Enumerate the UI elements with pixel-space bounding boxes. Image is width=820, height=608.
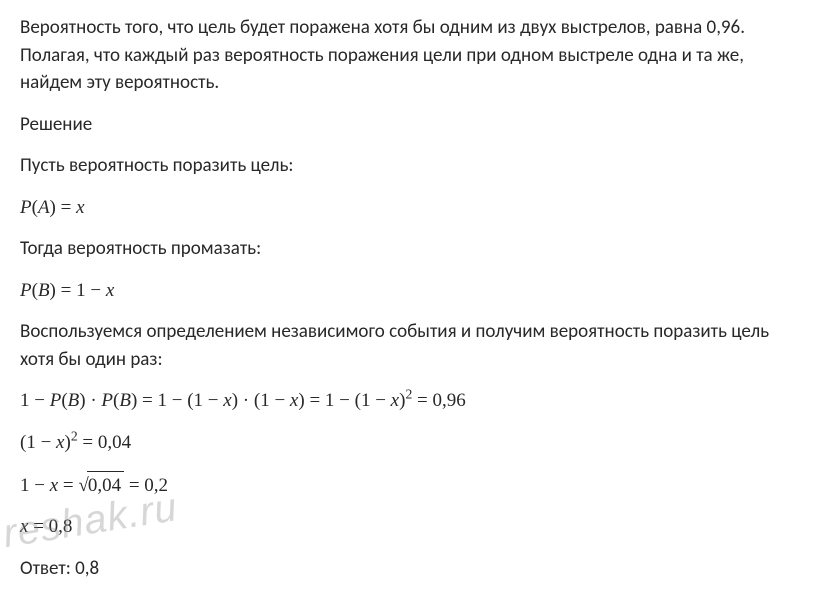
eq3-p3-pre: 1 − (1 −: [325, 390, 391, 411]
eq3-p1-arg2: B: [119, 390, 131, 411]
equation-4: (1 − x)2 = 0,04: [20, 429, 800, 457]
eq3-eq3: =: [412, 390, 432, 411]
answer-value: 0,8: [75, 557, 99, 580]
eq1-eq: =: [56, 197, 76, 218]
equation-6: x = 0,8: [20, 513, 800, 541]
eq5-x: x: [50, 475, 58, 496]
eq3-eq2: =: [305, 390, 325, 411]
eq3-p1-pre: 1 −: [20, 390, 50, 411]
eq3-p2-pre: 1 − (1 −: [158, 390, 224, 411]
answer-label: Ответ:: [20, 557, 75, 580]
eq1-arg: A: [38, 197, 50, 218]
eq2-func: P: [20, 280, 32, 301]
eq5-pre: 1 −: [20, 475, 50, 496]
solution-line-3: Воспользуемся определением независимого …: [20, 318, 800, 373]
eq3-p1-arg1: B: [68, 390, 80, 411]
equation-3: 1 − P(B) · P(B) = 1 − (1 − x) · (1 − x) …: [20, 387, 800, 415]
eq4-val: 0,04: [98, 432, 131, 453]
eq3-p1-P2: P: [101, 390, 113, 411]
eq1-func: P: [20, 197, 32, 218]
eq4-eq: =: [78, 432, 98, 453]
eq4-pre: (1 −: [20, 432, 56, 453]
eq5-eq2: =: [124, 475, 144, 496]
eq4-sup: 2: [71, 429, 78, 444]
solution-header: Решение: [20, 111, 800, 139]
eq3-p2-x1: x: [223, 390, 231, 411]
eq3-p1-dot: ·: [86, 390, 102, 411]
eq5-eq: =: [58, 475, 78, 496]
sqrt-expression: √0,04: [78, 471, 124, 500]
equation-5: 1 − x = √0,04 = 0,2: [20, 471, 800, 500]
eq6-val: 0,8: [49, 516, 73, 537]
eq3-p1-P: P: [50, 390, 62, 411]
eq3-p2-mid: ) · (1 −: [232, 390, 290, 411]
answer-line: Ответ: 0,8: [20, 555, 800, 583]
equation-1: P(A) = x: [20, 194, 800, 222]
eq6-eq: =: [28, 516, 48, 537]
eq5-radicand: 0,04: [87, 471, 124, 500]
equation-2: P(B) = 1 − x: [20, 277, 800, 305]
solution-line-2: Тогда вероятность промазать:: [20, 235, 800, 263]
solution-line-1: Пусть вероятность поразить цель:: [20, 152, 800, 180]
eq2-rhs-pre: 1 −: [76, 280, 106, 301]
eq1-rhs: x: [76, 197, 84, 218]
eq3-p3-x: x: [391, 390, 399, 411]
eq5-val: 0,2: [144, 475, 168, 496]
eq2-arg: B: [38, 280, 50, 301]
eq3-eq1: =: [137, 390, 157, 411]
problem-text: Вероятность того, что цель будет поражен…: [20, 14, 800, 97]
eq2-eq: =: [56, 280, 76, 301]
eq2-rhs-var: x: [106, 280, 114, 301]
eq3-result: 0,96: [433, 390, 466, 411]
